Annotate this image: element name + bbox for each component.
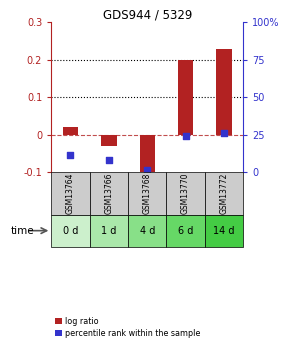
Point: [107, 158, 111, 163]
Bar: [166, 215, 205, 247]
Point: [183, 133, 188, 139]
Bar: [90, 215, 128, 247]
Point: [222, 130, 226, 136]
Text: 0 d: 0 d: [63, 226, 78, 236]
Bar: [205, 172, 243, 215]
Bar: [101, 135, 117, 146]
Text: GSM13772: GSM13772: [219, 172, 229, 214]
Title: GDS944 / 5329: GDS944 / 5329: [103, 8, 192, 21]
Bar: [128, 172, 166, 215]
Text: GSM13770: GSM13770: [181, 172, 190, 214]
Point: [145, 167, 150, 172]
Bar: [178, 60, 193, 135]
Text: 14 d: 14 d: [213, 226, 235, 236]
Bar: [63, 127, 78, 135]
Bar: [51, 215, 90, 247]
Legend: log ratio, percentile rank within the sample: log ratio, percentile rank within the sa…: [55, 317, 200, 337]
Text: 6 d: 6 d: [178, 226, 193, 236]
Bar: [166, 172, 205, 215]
Point: [68, 153, 73, 158]
Bar: [139, 135, 155, 179]
Bar: [90, 172, 128, 215]
Text: time: time: [11, 226, 35, 236]
Bar: [205, 215, 243, 247]
Text: 4 d: 4 d: [139, 226, 155, 236]
Text: GSM13766: GSM13766: [104, 172, 113, 214]
Text: GSM13768: GSM13768: [143, 172, 152, 214]
Text: 1 d: 1 d: [101, 226, 117, 236]
Bar: [51, 172, 90, 215]
Bar: [216, 49, 232, 135]
Bar: [128, 215, 166, 247]
Text: GSM13764: GSM13764: [66, 172, 75, 214]
